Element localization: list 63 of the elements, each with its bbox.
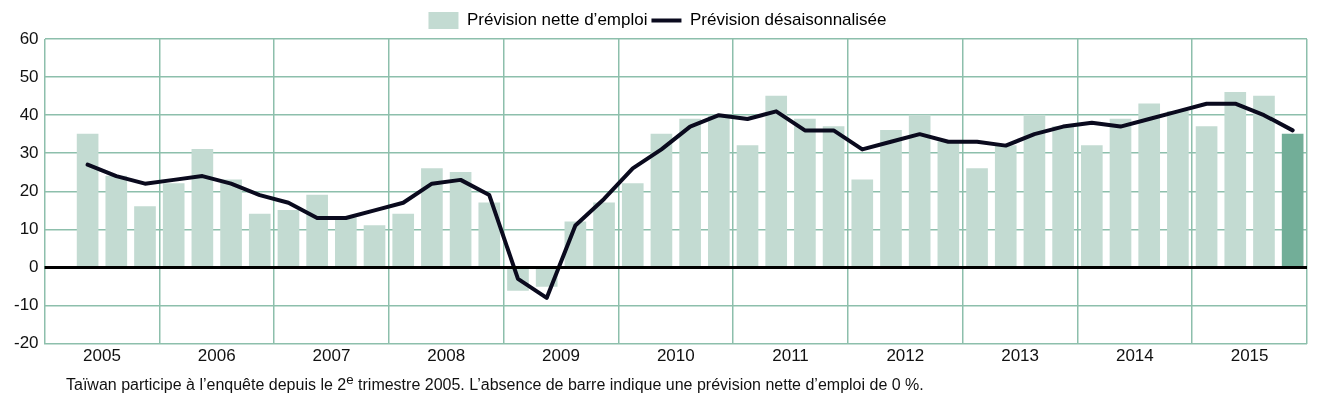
y-tick-label: 10 xyxy=(19,219,39,239)
y-tick-label: -10 xyxy=(13,295,39,315)
bar xyxy=(765,95,788,268)
x-tick-label: 2011 xyxy=(772,346,809,366)
bar xyxy=(851,179,874,268)
bar xyxy=(1195,126,1218,268)
bar xyxy=(1109,118,1132,268)
bar xyxy=(1167,111,1189,268)
x-tick-label: 2013 xyxy=(1001,346,1039,366)
bar xyxy=(421,168,443,268)
bar xyxy=(966,168,988,268)
bar xyxy=(1281,133,1304,268)
y-tick-label: 20 xyxy=(19,180,39,200)
y-tick-label: 30 xyxy=(19,142,39,162)
bar xyxy=(994,145,1017,268)
bar xyxy=(621,183,644,268)
y-tick-label: 60 xyxy=(19,28,39,48)
legend-label: Prévision nette d’emploi xyxy=(466,10,648,30)
bar xyxy=(593,202,615,268)
bar xyxy=(794,118,816,268)
y-tick-label: 40 xyxy=(19,104,39,124)
bar xyxy=(306,194,328,268)
text: Taïwan participe à l’enquête depuis le 2$^{e}$ trimestre 2005. L’absence de barre indique une prévision nette d’emploi de 0 %. xyxy=(66,372,925,395)
bar xyxy=(908,114,931,268)
bar xyxy=(650,133,673,268)
bar xyxy=(1224,91,1247,268)
bar xyxy=(707,114,730,268)
bar xyxy=(191,149,214,268)
x-tick-label: 2007 xyxy=(312,346,351,366)
y-tick-label: -20 xyxy=(13,333,39,353)
bar xyxy=(105,175,128,268)
bar xyxy=(277,210,300,268)
x-tick-label: 2006 xyxy=(197,346,236,366)
bar xyxy=(220,179,242,268)
bar xyxy=(76,133,99,268)
legend-label: Prévision désaisonnalisée xyxy=(689,10,887,30)
bar xyxy=(162,183,185,268)
bar xyxy=(449,171,472,268)
bar xyxy=(880,130,902,268)
x-tick-label: 2015 xyxy=(1230,346,1269,366)
bar xyxy=(1138,103,1161,268)
bar xyxy=(822,126,845,268)
bar xyxy=(478,202,501,268)
bar xyxy=(937,141,960,268)
bar xyxy=(679,118,701,268)
bar xyxy=(1052,126,1074,268)
x-tick-label: 2008 xyxy=(427,346,466,366)
x-tick-label: 2009 xyxy=(542,346,580,366)
x-tick-label: 2005 xyxy=(83,346,121,366)
x-tick-label: 2012 xyxy=(886,346,925,366)
bar xyxy=(363,225,386,268)
bar xyxy=(736,145,759,268)
bar xyxy=(1023,114,1046,268)
bar xyxy=(248,213,271,268)
bar xyxy=(392,213,415,268)
bar xyxy=(1253,95,1275,268)
bar xyxy=(134,206,156,268)
x-tick-label: 2014 xyxy=(1115,346,1154,366)
bar xyxy=(1080,145,1103,268)
x-tick-label: 2010 xyxy=(656,346,695,366)
y-tick-label: 50 xyxy=(19,66,39,86)
y-tick-label: 0 xyxy=(29,257,39,277)
bar xyxy=(335,217,357,268)
